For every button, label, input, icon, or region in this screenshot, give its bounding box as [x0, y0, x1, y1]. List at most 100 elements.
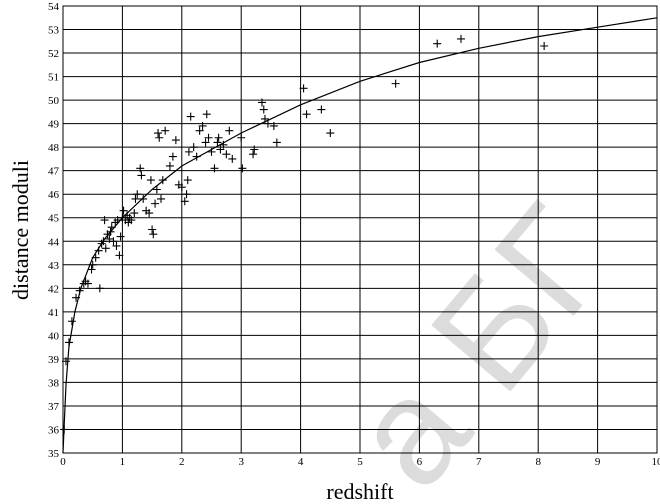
data-point — [100, 216, 109, 225]
data-point — [146, 176, 155, 185]
data-point — [182, 190, 191, 199]
data-point — [112, 241, 121, 250]
data-point — [214, 133, 223, 142]
data-point — [180, 197, 189, 206]
x-axis-title: redshift — [326, 479, 393, 504]
data-point — [83, 279, 92, 288]
x-tick-label: 5 — [357, 456, 363, 468]
y-tick-label: 49 — [48, 119, 60, 131]
data-point — [137, 171, 146, 180]
data-point — [67, 317, 76, 326]
data-point — [456, 34, 465, 43]
data-point — [186, 112, 195, 121]
data-point — [99, 237, 108, 246]
data-point — [131, 194, 140, 203]
x-tick-label: 6 — [417, 456, 423, 468]
y-tick-label: 45 — [48, 213, 60, 225]
data-point — [257, 98, 266, 107]
y-tick-label: 39 — [48, 354, 60, 366]
data-point — [269, 121, 278, 130]
data-point — [136, 164, 145, 173]
data-point — [219, 140, 228, 149]
data-point — [94, 246, 103, 255]
y-tick-label: 36 — [48, 424, 60, 436]
data-point — [165, 161, 174, 170]
data-point — [210, 164, 219, 173]
data-point — [130, 209, 139, 218]
data-point — [326, 129, 335, 138]
y-tick-label: 51 — [48, 72, 59, 84]
data-point — [228, 154, 237, 163]
x-tick-label: 3 — [238, 456, 244, 468]
data-point — [101, 244, 110, 253]
data-point — [161, 126, 170, 135]
data-point — [391, 79, 400, 88]
y-tick-label: 37 — [48, 401, 60, 413]
data-point — [216, 145, 225, 154]
y-tick-label: 44 — [48, 236, 60, 248]
data-point — [149, 230, 158, 239]
data-point — [148, 225, 157, 234]
data-point — [237, 133, 246, 142]
y-tick-label: 54 — [48, 1, 60, 13]
data-point — [145, 209, 154, 218]
data-point — [87, 265, 96, 274]
x-tick-label: 4 — [298, 456, 304, 468]
y-tick-label: 47 — [48, 166, 60, 178]
data-point — [204, 133, 213, 142]
y-tick-label: 53 — [48, 25, 60, 37]
y-tick-label: 43 — [48, 260, 60, 272]
data-point — [133, 190, 142, 199]
x-tick-label: 9 — [595, 456, 601, 468]
data-point — [201, 138, 210, 147]
data-point — [260, 114, 269, 123]
data-point — [222, 150, 231, 159]
fit-curve-line — [62, 17, 658, 454]
watermark-text: а БГ — [318, 176, 643, 504]
data-point — [202, 110, 211, 119]
data-point — [189, 143, 198, 152]
y-axis-title: distance moduli — [8, 160, 33, 300]
y-tick-label: 46 — [48, 189, 60, 201]
data-point — [155, 133, 164, 142]
data-point — [105, 234, 114, 243]
y-tick-label: 41 — [48, 307, 59, 319]
y-tick-label: 35 — [48, 448, 60, 460]
plot-border — [62, 5, 658, 454]
data-point — [177, 183, 186, 192]
data-point — [116, 232, 125, 241]
data-point — [61, 357, 70, 366]
x-tick-label: 7 — [476, 456, 482, 468]
data-point — [192, 152, 201, 161]
fit-curve — [62, 17, 658, 454]
y-tick-label: 48 — [48, 142, 60, 154]
data-point — [250, 145, 259, 154]
data-point — [433, 39, 442, 48]
data-point — [317, 105, 326, 114]
data-point — [152, 185, 161, 194]
data-point — [72, 293, 81, 302]
y-tick-label: 52 — [48, 48, 59, 60]
data-point — [540, 41, 549, 50]
data-point — [107, 223, 116, 232]
data-point — [183, 176, 192, 185]
data-point — [127, 216, 136, 225]
x-tick-label: 8 — [535, 456, 541, 468]
data-point — [299, 84, 308, 93]
data-point — [154, 129, 163, 138]
x-tick-label: 0 — [60, 456, 66, 468]
y-tick-label: 38 — [48, 377, 60, 389]
y-tick-label: 50 — [48, 95, 60, 107]
data-point — [113, 216, 122, 225]
data-point — [158, 176, 167, 185]
data-point — [95, 284, 104, 293]
data-point — [157, 194, 166, 203]
data-point — [64, 338, 73, 347]
data-point — [75, 286, 84, 295]
data-point — [168, 152, 177, 161]
watermark: а БГ — [318, 176, 643, 504]
y-tick-label: 40 — [48, 330, 60, 342]
data-point — [249, 150, 258, 159]
data-point — [60, 425, 69, 434]
data-point — [238, 164, 247, 173]
